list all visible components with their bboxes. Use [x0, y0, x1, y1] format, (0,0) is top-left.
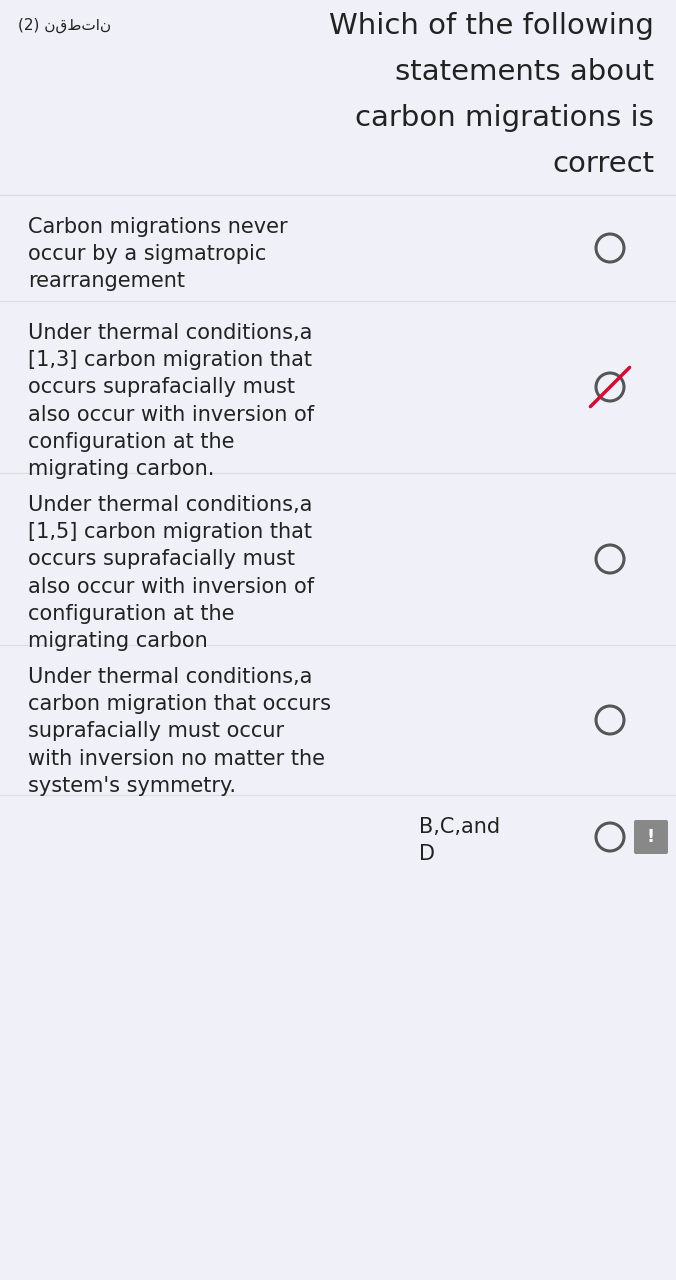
Text: correct: correct	[552, 150, 654, 178]
Text: Carbon migrations never
occur by a sigmatropic
rearrangement: Carbon migrations never occur by a sigma…	[28, 218, 287, 292]
Text: Under thermal conditions,a
[1,5] carbon migration that
occurs suprafacially must: Under thermal conditions,a [1,5] carbon …	[28, 495, 314, 652]
Text: Under thermal conditions,a
carbon migration that occurs
suprafacially must occur: Under thermal conditions,a carbon migrat…	[28, 667, 331, 796]
Text: Under thermal conditions,a
[1,3] carbon migration that
occurs suprafacially must: Under thermal conditions,a [1,3] carbon …	[28, 323, 314, 479]
Text: Which of the following: Which of the following	[329, 12, 654, 40]
FancyBboxPatch shape	[634, 820, 668, 854]
Text: !: !	[647, 828, 655, 846]
Text: statements about: statements about	[395, 58, 654, 86]
Text: (2) نقطتان: (2) نقطتان	[18, 18, 111, 33]
Text: B,C,and
D: B,C,and D	[419, 817, 500, 864]
Text: carbon migrations is: carbon migrations is	[355, 104, 654, 132]
